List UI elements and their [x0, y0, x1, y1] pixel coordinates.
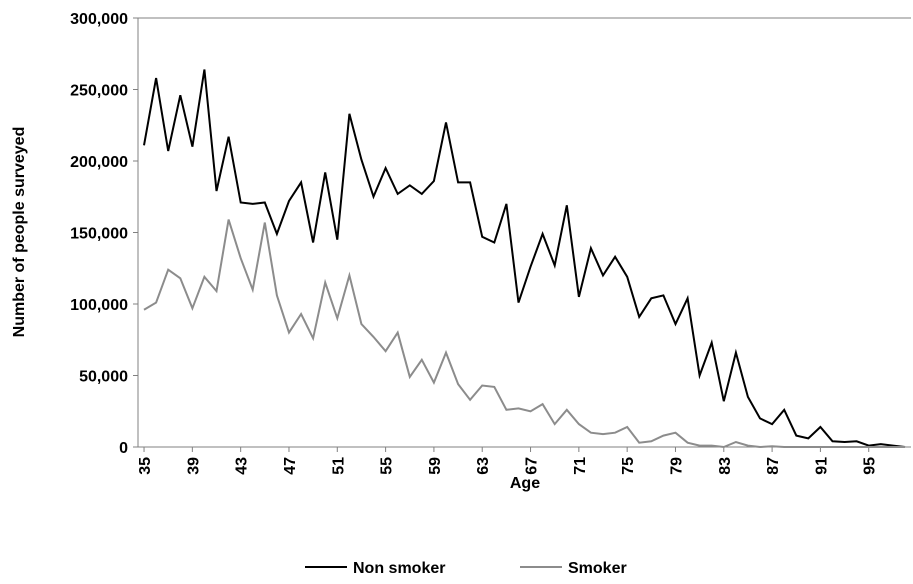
y-tick-label: 300,000 [70, 11, 128, 28]
x-tick-label: 43 [234, 457, 251, 475]
x-tick-label: 59 [427, 457, 444, 475]
series-line [143, 219, 905, 449]
y-tick-label: 50,000 [79, 369, 128, 386]
x-tick-label: 75 [620, 457, 637, 475]
y-tick-label: 200,000 [70, 154, 128, 171]
y-axis-title: Number of people surveyed [11, 127, 28, 338]
series-line [143, 69, 906, 448]
y-tick-label: 100,000 [70, 297, 128, 314]
x-tick-label: 35 [137, 457, 154, 475]
x-tick-label: 55 [379, 457, 396, 475]
y-tick-label: 150,000 [70, 226, 128, 243]
x-tick-label: 71 [572, 457, 589, 475]
y-tick-label: 250,000 [70, 83, 128, 100]
x-tick-label: 47 [282, 457, 299, 475]
x-tick-label: 39 [185, 457, 202, 475]
legend-label: Smoker [568, 560, 627, 577]
x-tick-label: 63 [475, 457, 492, 475]
legend-label: Non smoker [353, 560, 445, 577]
x-tick-label: 83 [717, 457, 734, 475]
x-tick-label: 95 [862, 457, 879, 475]
x-tick-label: 87 [765, 457, 782, 475]
x-axis-title: Age [510, 475, 540, 492]
x-tick-label: 79 [668, 457, 685, 475]
x-tick-label: 67 [524, 457, 541, 475]
x-tick-label: 91 [813, 457, 830, 475]
y-tick-label: 0 [119, 440, 128, 457]
x-tick-label: 51 [330, 457, 347, 475]
